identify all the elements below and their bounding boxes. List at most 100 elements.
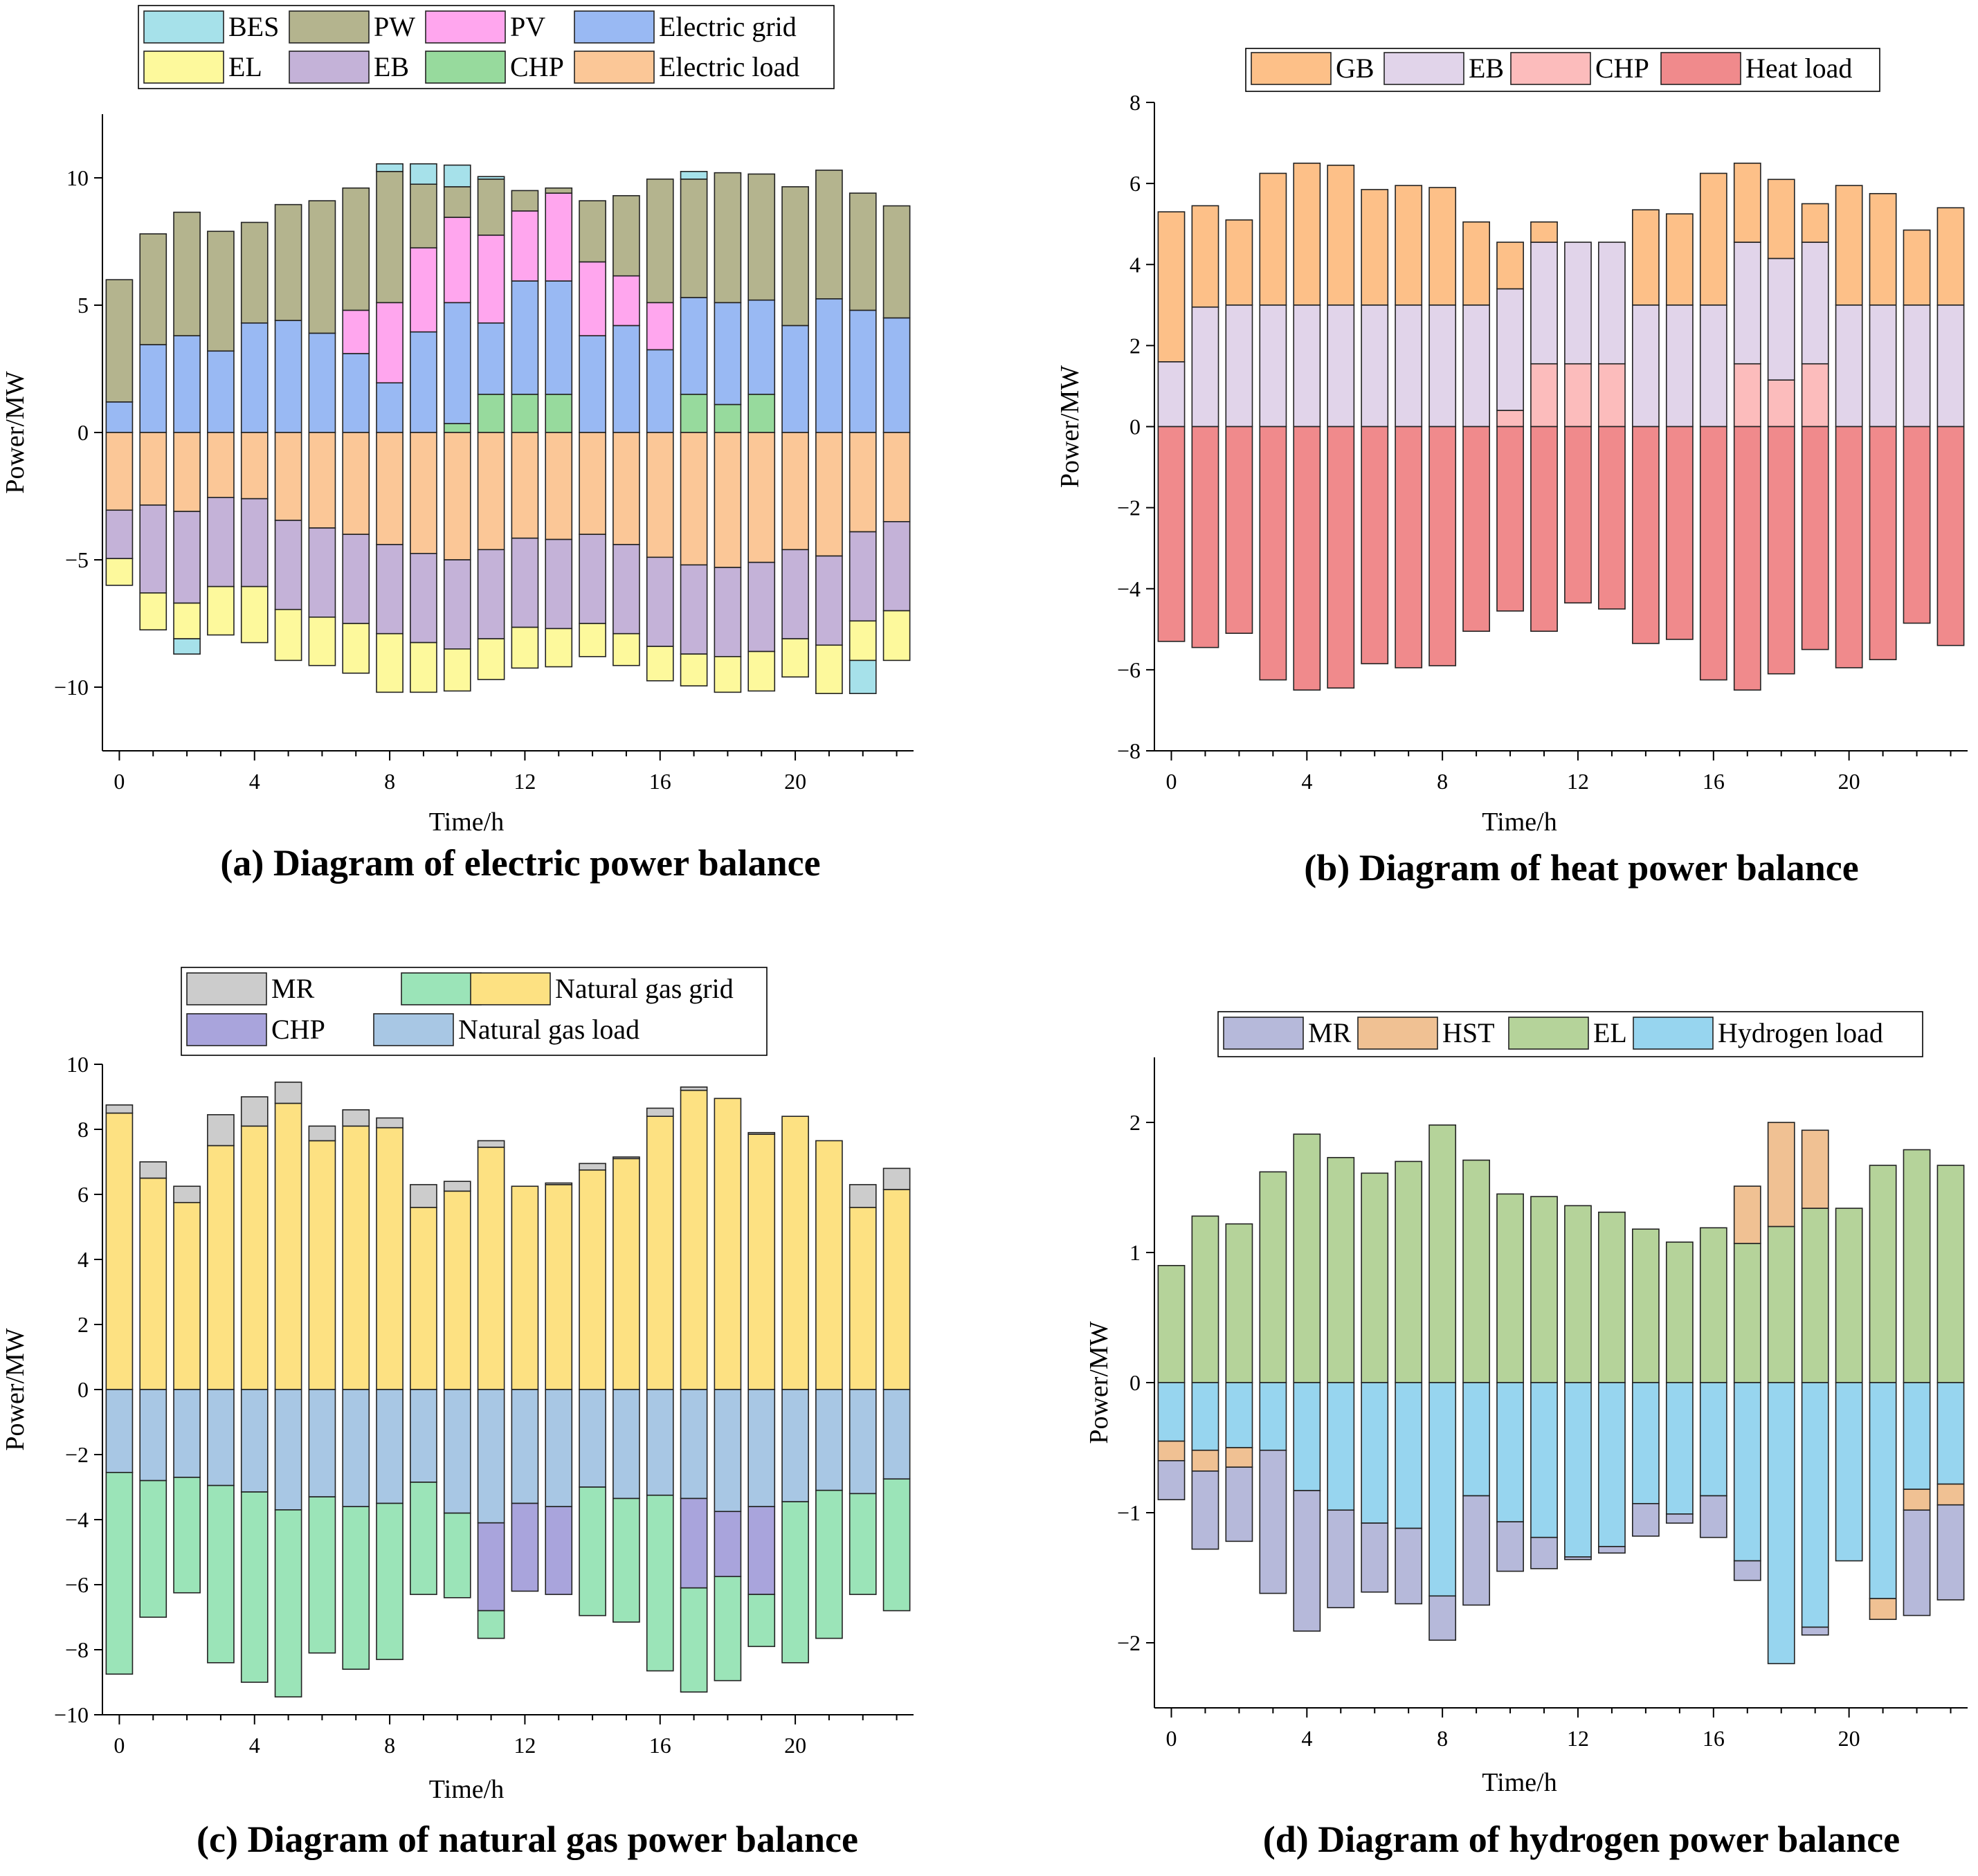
- bar-segment-natural-gas-grid: [274, 1102, 302, 1390]
- bar-segment-eb: [173, 511, 201, 604]
- bar-segment-electric-load: [579, 432, 606, 535]
- bar-segment-electric-grid: [173, 335, 201, 433]
- legend-label: EL: [1593, 1017, 1627, 1048]
- bar-segment-electric-grid: [781, 325, 809, 433]
- bar-segment-gb: [613, 1497, 640, 1623]
- bar-segment-chp: [1598, 363, 1626, 428]
- bar-segment-hydrogen-load: [1361, 1382, 1389, 1524]
- bar-segment-bes: [443, 164, 471, 188]
- bar-segment-eb: [1327, 304, 1355, 428]
- bar-segment-bes: [680, 171, 708, 180]
- bar-segment-el: [1428, 1124, 1457, 1383]
- bar-segment-gb: [1361, 189, 1389, 306]
- bar-segment-chp: [747, 1506, 776, 1595]
- bar-segment-el: [342, 623, 370, 674]
- y-axis-label: Power/MW: [1055, 365, 1085, 488]
- bar-segment-electric-grid: [680, 297, 708, 395]
- bar-segment-pv: [342, 309, 370, 354]
- bar-segment-eb: [1767, 257, 1795, 381]
- bar-segment-mr: [1733, 1560, 1761, 1581]
- bar-segment-heat-load: [1801, 426, 1829, 650]
- bar-segment-heat-load: [1632, 426, 1660, 644]
- legend-swatch: [425, 51, 506, 84]
- bar-segment-electric-grid: [342, 353, 370, 433]
- legend-swatch: [1508, 1017, 1589, 1050]
- legend-swatch: [1357, 1017, 1438, 1050]
- bar-segment-eb: [342, 534, 370, 624]
- bar-segment-eb: [1869, 304, 1897, 428]
- bar-segment-chp: [1733, 363, 1761, 428]
- bar-segment-hydrogen-load: [1665, 1382, 1694, 1515]
- bar-segment-mr: [1157, 1460, 1186, 1501]
- bar-segment-eb: [1733, 242, 1761, 365]
- bar-segment-electric-grid: [477, 322, 505, 395]
- bar-segment-eb: [882, 520, 911, 612]
- legend-label: CHP: [510, 51, 564, 82]
- bar-segment-natural-gas-load: [781, 1389, 809, 1502]
- bar-segment-pv: [410, 247, 437, 333]
- bar-segment-natural-gas-grid: [882, 1189, 911, 1390]
- bar-segment-gb: [680, 1587, 708, 1693]
- bar-segment-hydrogen-load: [1225, 1382, 1253, 1448]
- bar-segment-el: [747, 650, 776, 692]
- bar-segment-gb: [477, 1610, 505, 1639]
- bar-segment-eb: [511, 537, 539, 628]
- bar-segment-electric-load: [545, 432, 573, 540]
- bar-segment-electric-load: [207, 432, 235, 498]
- bar-segment-hydrogen-load: [1699, 1382, 1727, 1497]
- legend-label: EB: [374, 51, 409, 82]
- y-tick-label: −4: [65, 1507, 89, 1532]
- x-axis-label: Time/h: [429, 1775, 504, 1804]
- x-tick-label: 16: [649, 1733, 671, 1758]
- bar-segment-eb: [1361, 304, 1389, 428]
- bar-segment-eb: [714, 567, 742, 657]
- bar-segment-eb: [781, 549, 809, 639]
- bar-segment-mr: [646, 1107, 674, 1117]
- bar-segment-el: [308, 616, 336, 666]
- chart-caption: (c) Diagram of natural gas power balance: [197, 1819, 858, 1860]
- y-tick-label: 0: [78, 420, 89, 445]
- bar-segment-chp: [680, 393, 708, 433]
- bar-segment-natural-gas-grid: [477, 1147, 505, 1390]
- bar-segment-eb: [1903, 304, 1931, 428]
- legend-label: GB: [1336, 53, 1374, 84]
- bar-segment-chp: [545, 393, 573, 433]
- bar-segment-chp: [714, 1511, 742, 1578]
- x-axis-label: Time/h: [429, 808, 504, 837]
- bar-segment-el: [240, 585, 269, 644]
- x-axis-label: Time/h: [1482, 1768, 1557, 1797]
- bar-segment-hydrogen-load: [1564, 1382, 1592, 1558]
- bar-segment-hst: [1225, 1447, 1253, 1468]
- bar-segment-el: [1225, 1223, 1253, 1383]
- bar-segment-pw: [815, 170, 843, 300]
- bar-segment-natural-gas-grid: [849, 1207, 877, 1390]
- bar-segment-chp: [511, 1502, 539, 1592]
- bar-segment-natural-gas-load: [274, 1389, 302, 1511]
- y-tick-label: 6: [78, 1182, 89, 1207]
- x-tick-label: 4: [249, 769, 260, 794]
- bar-segment-natural-gas-load: [579, 1389, 606, 1488]
- bar-segment-natural-gas-load: [410, 1389, 437, 1483]
- bar-segment-chp: [680, 1497, 708, 1589]
- bar-segment-eb: [410, 552, 437, 644]
- bar-segment-electric-grid: [410, 331, 437, 433]
- bar-segment-hydrogen-load: [1733, 1382, 1761, 1562]
- bar-segment-el: [646, 646, 674, 682]
- y-tick-label: −1: [1117, 1500, 1141, 1525]
- bar-segment-eb: [545, 538, 573, 630]
- legend-swatch: [289, 51, 370, 84]
- bar-segment-eb: [443, 559, 471, 650]
- bar-segment-el: [1462, 1159, 1490, 1383]
- bar-segment-el: [410, 641, 437, 693]
- bar-segment-mr: [1395, 1527, 1423, 1605]
- bar-segment-mr: [545, 1182, 573, 1185]
- bar-segment-pw: [747, 173, 776, 301]
- bar-segment-pw: [714, 172, 742, 304]
- bar-segment-electric-grid: [545, 280, 573, 395]
- bar-segment-pw: [781, 186, 809, 327]
- bar-segment-electric-load: [274, 432, 302, 521]
- bar-segment-electric-grid: [714, 302, 742, 406]
- bar-segment-gb: [1801, 203, 1829, 243]
- legend-swatch: [1383, 52, 1464, 85]
